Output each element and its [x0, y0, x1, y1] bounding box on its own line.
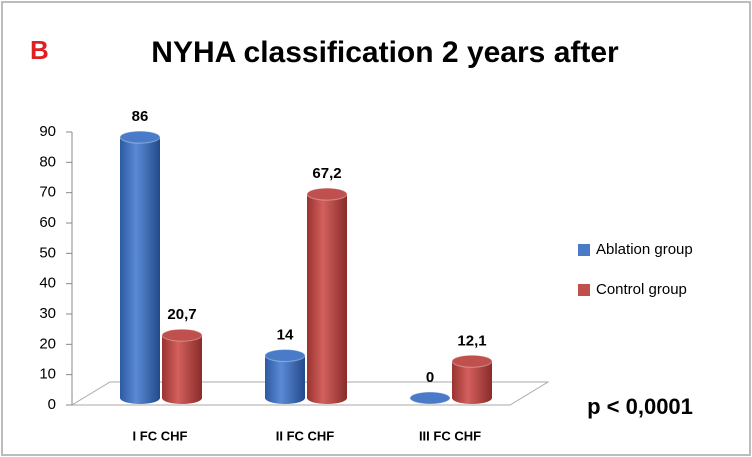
y-tick-label: 80 — [39, 153, 56, 170]
legend-label: Ablation group — [596, 241, 693, 258]
value-label: 12,1 — [457, 332, 486, 349]
bar-top — [306, 187, 348, 201]
y-tick-label: 10 — [39, 366, 56, 383]
bar — [120, 137, 160, 404]
y-tick-label: 50 — [39, 244, 56, 261]
bar — [452, 361, 492, 404]
y-tick-label: 0 — [48, 396, 56, 413]
x-tick-label: III FC CHF — [419, 428, 481, 443]
legend-swatch — [578, 284, 590, 296]
legend-swatch — [578, 244, 590, 256]
value-label: 67,2 — [312, 165, 341, 182]
bar — [307, 194, 347, 404]
bar-top — [409, 391, 451, 405]
value-label: 20,7 — [167, 306, 196, 323]
bar-top — [119, 130, 161, 144]
bar-top — [264, 349, 306, 363]
bar — [265, 355, 305, 404]
bar — [162, 335, 202, 404]
value-label: 0 — [426, 369, 434, 386]
legend-label: Control group — [596, 281, 687, 298]
chart-title: NYHA classification 2 years after — [151, 36, 619, 69]
y-tick-label: 20 — [39, 335, 56, 352]
y-tick-label: 30 — [39, 305, 56, 322]
y-tick-label: 70 — [39, 184, 56, 201]
y-tick-label: 40 — [39, 275, 56, 292]
annotation: p < 0,0001 — [587, 394, 693, 419]
value-label: 86 — [132, 108, 149, 125]
y-tick-label: 90 — [39, 123, 56, 140]
bar-top — [451, 354, 493, 368]
x-tick-label: I FC CHF — [133, 428, 188, 443]
x-tick-label: II FC CHF — [276, 428, 335, 443]
panel-label: B — [30, 35, 49, 65]
y-tick-label: 60 — [39, 214, 56, 231]
bar-top — [161, 328, 203, 342]
value-label: 14 — [277, 327, 294, 344]
